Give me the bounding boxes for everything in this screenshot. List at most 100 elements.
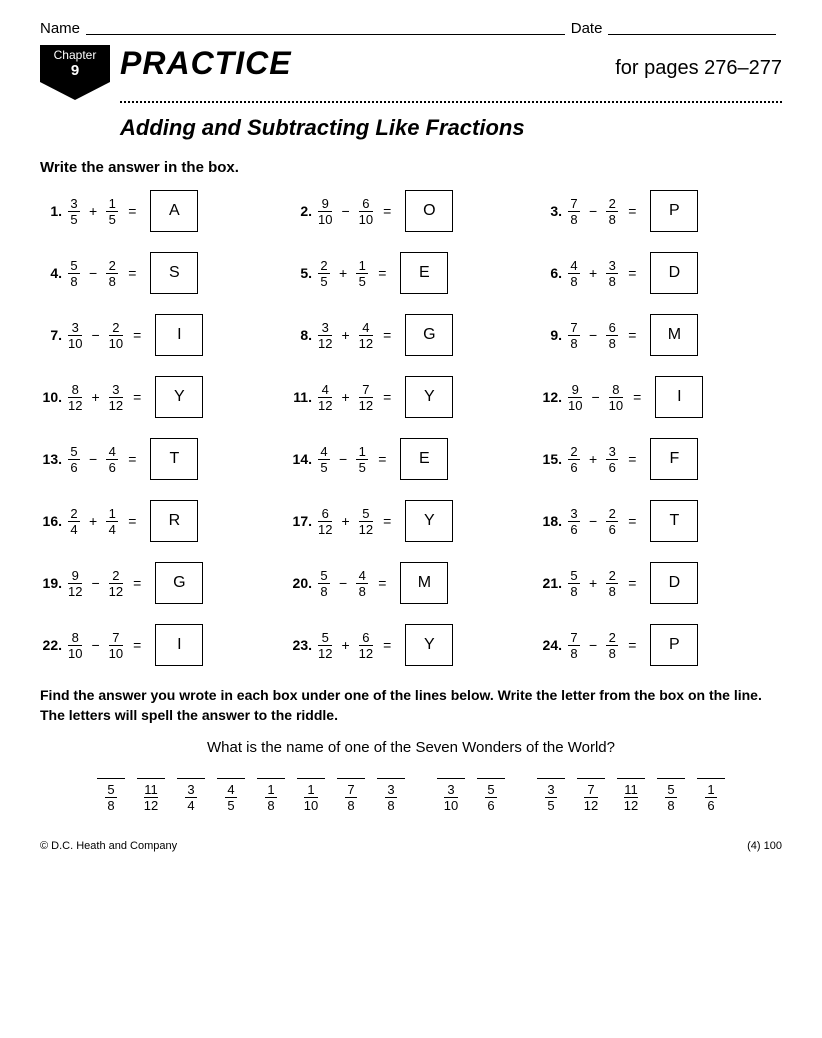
riddle-item[interactable]: 35 xyxy=(534,778,568,812)
riddle-blank[interactable] xyxy=(257,778,285,779)
equals: = xyxy=(628,327,636,343)
riddle-item[interactable]: 58 xyxy=(654,778,688,812)
riddle-blank[interactable] xyxy=(657,778,685,779)
riddle-item[interactable]: 45 xyxy=(214,778,248,812)
equals: = xyxy=(133,327,141,343)
riddle-item[interactable]: 34 xyxy=(174,778,208,812)
riddle-fraction: 1112 xyxy=(144,783,158,812)
fraction-b: 14 xyxy=(106,507,118,536)
answer-box[interactable]: P xyxy=(650,190,698,232)
problem-item: 12.910−810=I xyxy=(540,376,782,418)
riddle-blank[interactable] xyxy=(137,778,165,779)
problem-item: 22.810−710=I xyxy=(40,624,282,666)
problem-item: 5.25+15=E xyxy=(290,252,532,294)
answer-box[interactable]: E xyxy=(400,438,448,480)
answer-box[interactable]: Y xyxy=(405,500,453,542)
answer-box[interactable]: O xyxy=(405,190,453,232)
fraction-a: 910 xyxy=(568,383,582,412)
fraction-b: 46 xyxy=(106,445,118,474)
riddle-blank[interactable] xyxy=(177,778,205,779)
problem-number: 11. xyxy=(290,389,312,405)
riddle-item[interactable]: 1112 xyxy=(134,778,168,812)
fraction-b: 48 xyxy=(356,569,368,598)
riddle-item[interactable]: 310 xyxy=(434,778,468,812)
fraction-a: 25 xyxy=(318,259,330,288)
riddle-blank[interactable] xyxy=(377,778,405,779)
riddle-blank[interactable] xyxy=(577,778,605,779)
answer-box[interactable]: A xyxy=(150,190,198,232)
answer-box[interactable]: Y xyxy=(405,376,453,418)
riddle-blank[interactable] xyxy=(97,778,125,779)
answer-box[interactable]: Y xyxy=(405,624,453,666)
operator: + xyxy=(341,389,349,405)
problem-item: 18.36−26=T xyxy=(540,500,782,542)
answer-box[interactable]: G xyxy=(155,562,203,604)
fraction-a: 56 xyxy=(68,445,80,474)
answer-box[interactable]: T xyxy=(150,438,198,480)
equals: = xyxy=(383,203,391,219)
problem-item: 7.310−210=I xyxy=(40,314,282,356)
riddle-blank[interactable] xyxy=(697,778,725,779)
answer-box[interactable]: I xyxy=(155,314,203,356)
riddle-fraction: 34 xyxy=(185,783,197,812)
answer-box[interactable]: T xyxy=(650,500,698,542)
equals: = xyxy=(628,451,636,467)
answer-box[interactable]: P xyxy=(650,624,698,666)
riddle-item[interactable]: 38 xyxy=(374,778,408,812)
dotted-rule xyxy=(120,101,782,103)
fraction-a: 36 xyxy=(568,507,580,536)
date-underline[interactable] xyxy=(608,34,776,35)
answer-box[interactable]: M xyxy=(400,562,448,604)
riddle-fraction: 1112 xyxy=(624,783,638,812)
fraction-a: 78 xyxy=(568,197,580,226)
fraction-a: 58 xyxy=(68,259,80,288)
riddle-blank[interactable] xyxy=(477,778,505,779)
equals: = xyxy=(628,637,636,653)
problem-item: 10.812+312=Y xyxy=(40,376,282,418)
riddle-item[interactable]: 56 xyxy=(474,778,508,812)
riddle-fraction: 712 xyxy=(584,783,598,812)
riddle-blank[interactable] xyxy=(537,778,565,779)
fraction-a: 910 xyxy=(318,197,332,226)
name-underline[interactable] xyxy=(86,34,565,35)
operator: − xyxy=(591,389,599,405)
riddle-blank[interactable] xyxy=(437,778,465,779)
riddle-item[interactable]: 1112 xyxy=(614,778,648,812)
answer-box[interactable]: S xyxy=(150,252,198,294)
riddle-item[interactable]: 712 xyxy=(574,778,608,812)
footer: © D.C. Heath and Company (4) 100 xyxy=(40,840,782,852)
chapter-badge: Chapter 9 xyxy=(40,45,110,97)
answer-box[interactable]: I xyxy=(155,624,203,666)
riddle-item[interactable]: 16 xyxy=(694,778,728,812)
problem-item: 17.612+512=Y xyxy=(290,500,532,542)
fraction-a: 58 xyxy=(568,569,580,598)
answer-box[interactable]: M xyxy=(650,314,698,356)
fraction-a: 312 xyxy=(318,321,332,350)
fraction-b: 36 xyxy=(606,445,618,474)
fraction-b: 210 xyxy=(109,321,123,350)
riddle-item[interactable]: 78 xyxy=(334,778,368,812)
answer-box[interactable]: R xyxy=(150,500,198,542)
problem-item: 13.56−46=T xyxy=(40,438,282,480)
equals: = xyxy=(378,575,386,591)
answer-box[interactable]: D xyxy=(650,252,698,294)
riddle-blank[interactable] xyxy=(297,778,325,779)
answer-box[interactable]: D xyxy=(650,562,698,604)
riddle-item[interactable]: 58 xyxy=(94,778,128,812)
answer-box[interactable]: E xyxy=(400,252,448,294)
fraction-b: 712 xyxy=(359,383,373,412)
riddle-item[interactable]: 18 xyxy=(254,778,288,812)
answer-box[interactable]: Y xyxy=(155,376,203,418)
fraction-a: 612 xyxy=(318,507,332,536)
answer-box[interactable]: G xyxy=(405,314,453,356)
riddle-blank[interactable] xyxy=(617,778,645,779)
answer-box[interactable]: F xyxy=(650,438,698,480)
riddle-blank[interactable] xyxy=(337,778,365,779)
answer-box[interactable]: I xyxy=(655,376,703,418)
fraction-a: 912 xyxy=(68,569,82,598)
problem-number: 12. xyxy=(540,389,562,405)
riddle-blank[interactable] xyxy=(217,778,245,779)
riddle-item[interactable]: 110 xyxy=(294,778,328,812)
equals: = xyxy=(383,327,391,343)
operator: + xyxy=(89,203,97,219)
